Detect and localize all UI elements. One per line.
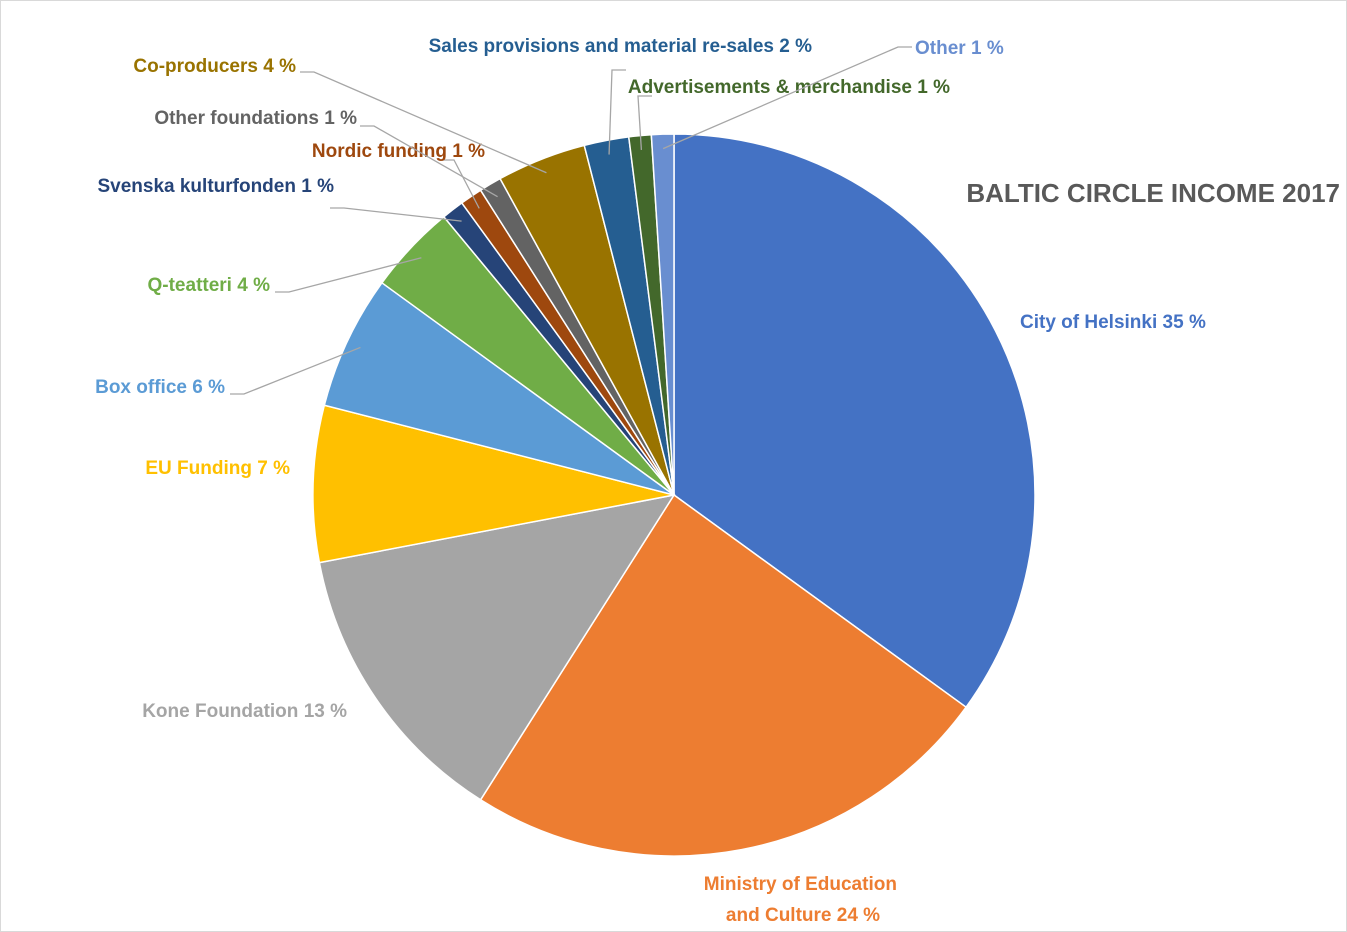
value-label: 4 % (237, 275, 270, 296)
category-label: Other foundations (154, 108, 319, 129)
leader-line (360, 125, 498, 198)
value-label: 2 % (779, 36, 812, 57)
value-label: 1 % (971, 38, 1004, 59)
data-label: Nordic funding 1 % (312, 141, 485, 162)
value-label: 35 % (1163, 312, 1206, 333)
pie-slice (312, 404, 675, 564)
leader-line (300, 71, 547, 174)
data-label: City of Helsinki 35 % (1020, 312, 1206, 333)
leader-line (440, 159, 480, 209)
data-label: Sales provisions and material re-sales 2… (429, 36, 812, 57)
pie-slice (318, 493, 676, 801)
category-label: Kone Foundation (142, 701, 298, 722)
pie-slice (479, 493, 968, 857)
category-label: Nordic funding (312, 141, 447, 162)
pie-slice (650, 133, 675, 496)
data-label: Advertisements & merchandise 1 % (628, 77, 950, 98)
category-label: Co-producers (133, 56, 258, 77)
leader-line (275, 257, 422, 293)
data-label: Ministry of Education and Culture 24 % (704, 874, 902, 926)
data-label: Q-teatteri 4 % (148, 275, 271, 296)
category-label: Svenska kulturfonden (97, 176, 296, 197)
label-line: Ministry of Education (704, 874, 902, 895)
leader-line (230, 346, 361, 395)
category-label: Q-teatteri (148, 275, 232, 296)
data-label: Other 1 % (915, 38, 1004, 59)
category-label: Box office (95, 377, 187, 398)
data-label: EU Funding 7 % (145, 458, 290, 479)
data-label: Co-producers 4 % (133, 56, 296, 77)
value-label: 24 % (837, 905, 880, 926)
labels: City of Helsinki 35 % Ministry of Educati… (95, 36, 1206, 926)
value-label: 1 % (301, 176, 334, 197)
leader-line (662, 46, 912, 150)
category-label: Advertisements & merchandise (628, 77, 912, 98)
data-label: Svenska kulturfonden 1 % (97, 176, 334, 197)
category-label: Ministry of Education and Culture (704, 874, 902, 926)
pie-slice (323, 281, 675, 496)
label-line: and Culture (726, 905, 832, 926)
category-label: EU Funding (145, 458, 252, 479)
value-label: 6 % (192, 377, 225, 398)
pie-slice (673, 133, 1036, 709)
value-label: 1 % (917, 77, 950, 98)
leader-line (637, 95, 652, 151)
value-label: 1 % (324, 108, 357, 129)
data-label: Box office 6 % (95, 377, 225, 398)
value-label: 13 % (304, 701, 347, 722)
data-label: Kone Foundation 13 % (142, 701, 347, 722)
category-label: Sales provisions and material re-sales (429, 36, 774, 57)
value-label: 4 % (263, 56, 296, 77)
leader-line (330, 207, 462, 222)
category-label: Other (915, 38, 966, 59)
leader-line (608, 69, 626, 155)
value-label: 7 % (257, 458, 290, 479)
category-label: City of Helsinki (1020, 312, 1157, 333)
data-label: Other foundations 1 % (154, 108, 357, 129)
pie (312, 133, 1036, 857)
chart-title: BALTIC CIRCLE INCOME 2017 (966, 178, 1340, 208)
value-label: 1 % (452, 141, 485, 162)
